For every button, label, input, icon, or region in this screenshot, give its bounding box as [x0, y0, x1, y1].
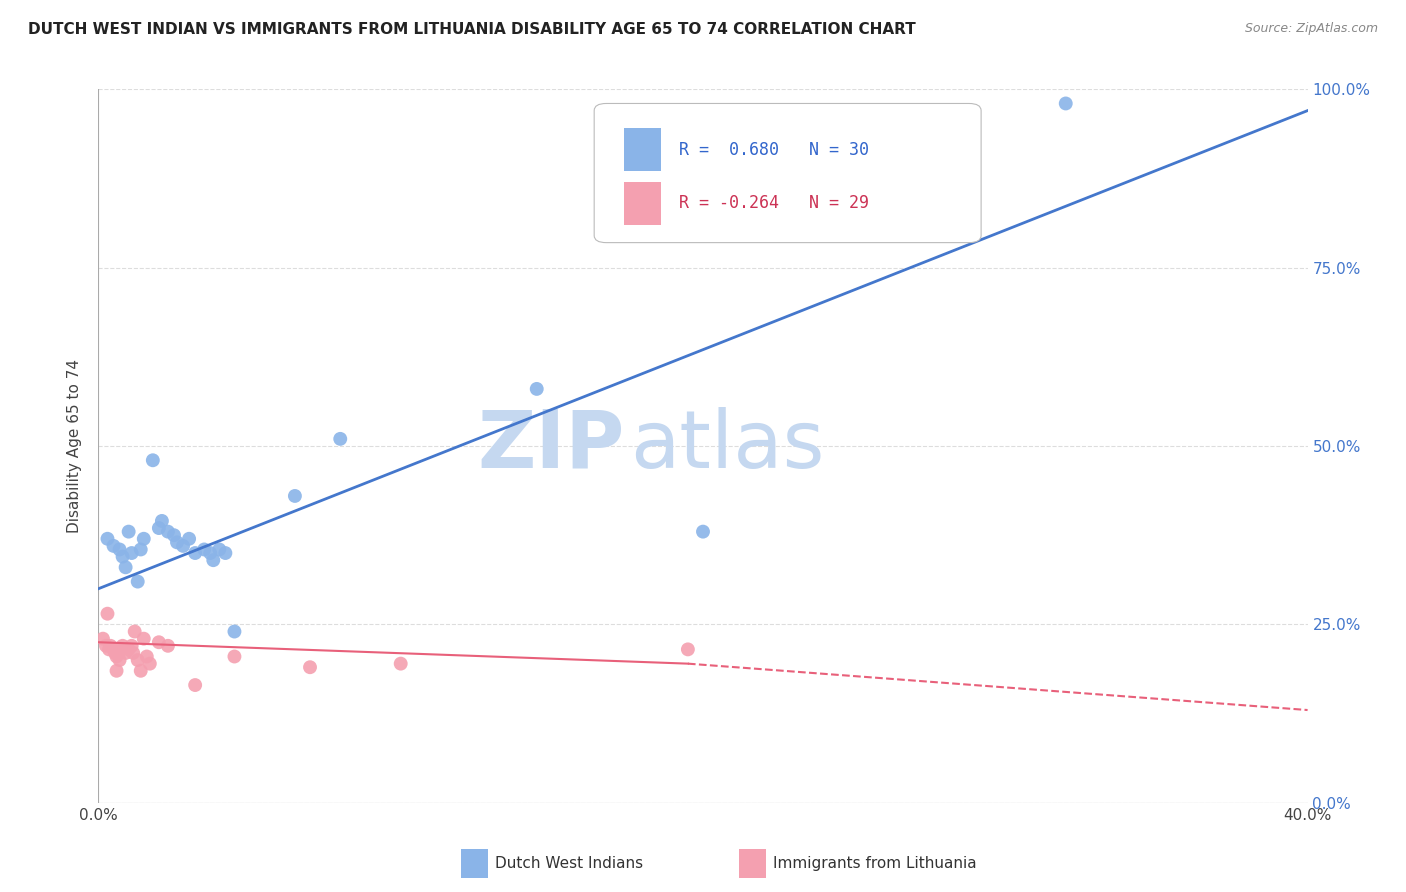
- Bar: [624, 128, 661, 171]
- Point: [118, 524, 141, 539]
- Point: [110, 642, 132, 657]
- Point: [299, 660, 322, 674]
- FancyBboxPatch shape: [595, 103, 981, 243]
- Point: [98, 642, 121, 657]
- Point: [389, 657, 412, 671]
- Text: Dutch West Indians: Dutch West Indians: [495, 856, 643, 871]
- Point: [166, 535, 188, 549]
- Point: [104, 646, 127, 660]
- Point: [105, 649, 128, 664]
- Point: [692, 524, 714, 539]
- Y-axis label: Disability Age 65 to 74: Disability Age 65 to 74: [67, 359, 83, 533]
- Point: [103, 642, 125, 657]
- Point: [526, 382, 548, 396]
- Point: [108, 653, 131, 667]
- Point: [200, 546, 222, 560]
- Point: [94, 639, 117, 653]
- Point: [150, 514, 173, 528]
- Point: [105, 664, 128, 678]
- Point: [1054, 96, 1077, 111]
- Text: DUTCH WEST INDIAN VS IMMIGRANTS FROM LITHUANIA DISABILITY AGE 65 TO 74 CORRELATI: DUTCH WEST INDIAN VS IMMIGRANTS FROM LIT…: [28, 22, 915, 37]
- Point: [124, 624, 146, 639]
- Point: [193, 542, 215, 557]
- Point: [103, 539, 125, 553]
- Point: [224, 649, 246, 664]
- Text: R =  0.680   N = 30: R = 0.680 N = 30: [679, 141, 869, 159]
- Point: [208, 542, 231, 557]
- Point: [129, 542, 152, 557]
- Point: [121, 546, 143, 560]
- Point: [129, 664, 152, 678]
- Point: [329, 432, 352, 446]
- Point: [121, 639, 143, 653]
- Point: [132, 632, 155, 646]
- Point: [91, 632, 114, 646]
- Point: [132, 532, 155, 546]
- Point: [100, 639, 122, 653]
- Point: [96, 607, 118, 621]
- Point: [224, 624, 246, 639]
- Bar: [624, 182, 661, 225]
- Point: [156, 524, 179, 539]
- Text: ZIP: ZIP: [477, 407, 624, 485]
- Point: [148, 521, 170, 535]
- Bar: [740, 849, 766, 878]
- Point: [676, 642, 699, 657]
- Point: [127, 653, 149, 667]
- Point: [96, 532, 118, 546]
- Point: [142, 453, 165, 467]
- Text: Immigrants from Lithuania: Immigrants from Lithuania: [773, 856, 977, 871]
- Point: [122, 646, 145, 660]
- Point: [284, 489, 307, 503]
- Point: [118, 642, 141, 657]
- Text: atlas: atlas: [630, 407, 825, 485]
- Point: [114, 560, 136, 574]
- Point: [111, 549, 134, 564]
- Point: [202, 553, 225, 567]
- Bar: [461, 849, 488, 878]
- Point: [156, 639, 179, 653]
- Text: Source: ZipAtlas.com: Source: ZipAtlas.com: [1244, 22, 1378, 36]
- Point: [139, 657, 162, 671]
- Point: [114, 646, 136, 660]
- Point: [111, 639, 134, 653]
- Point: [184, 546, 207, 560]
- Point: [214, 546, 236, 560]
- Point: [108, 542, 131, 557]
- Point: [179, 532, 201, 546]
- Point: [184, 678, 207, 692]
- Text: R = -0.264   N = 29: R = -0.264 N = 29: [679, 194, 869, 212]
- Point: [127, 574, 149, 589]
- Point: [163, 528, 186, 542]
- Point: [148, 635, 170, 649]
- Point: [135, 649, 157, 664]
- Point: [172, 539, 194, 553]
